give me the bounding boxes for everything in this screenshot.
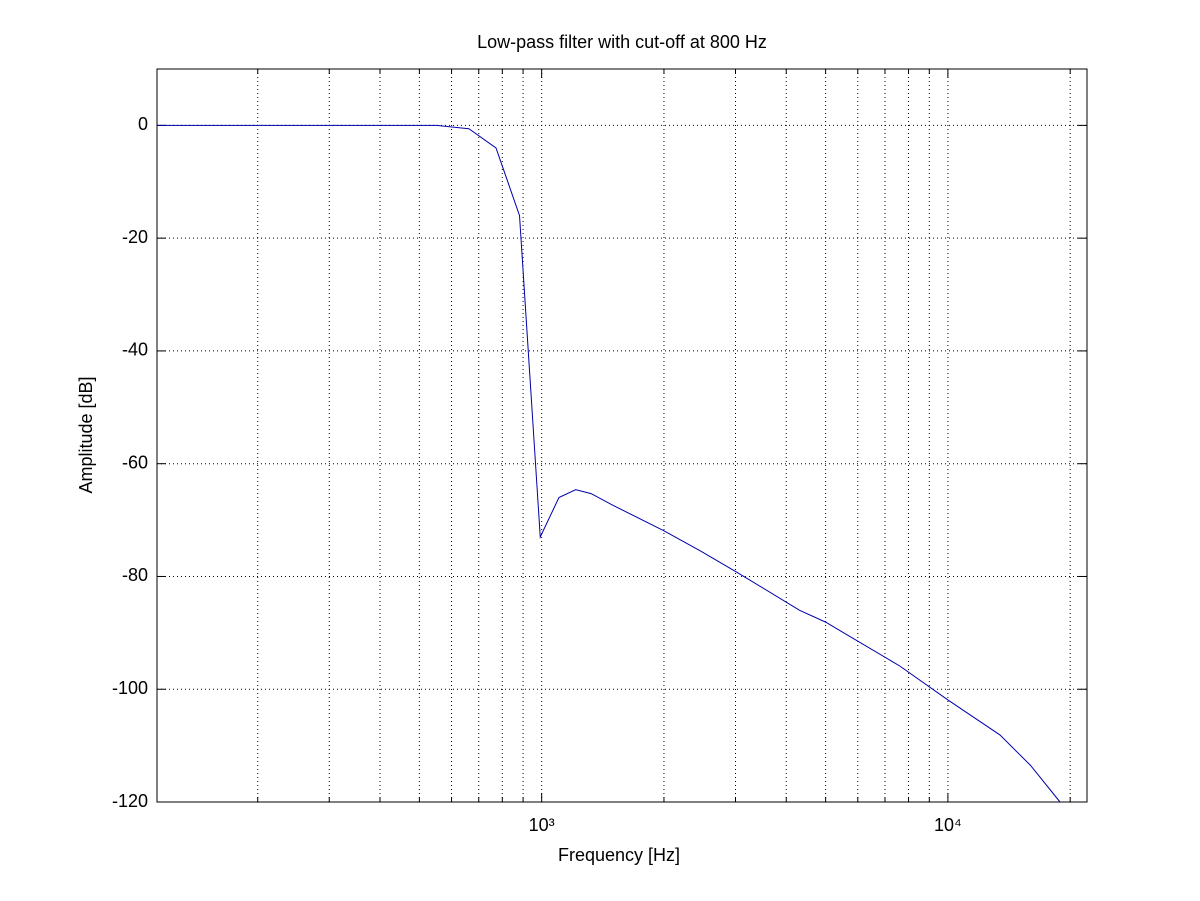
y-tick-label: -80 (122, 565, 148, 585)
x-tick-label: 10³ (529, 815, 555, 835)
y-tick-label: -120 (112, 791, 148, 811)
x-tick-label: 10⁴ (934, 815, 962, 835)
plot-frame (156, 68, 1088, 803)
data-line (157, 124, 1061, 803)
y-tick-label: -100 (112, 678, 148, 698)
y-tick-label: -40 (122, 340, 148, 360)
y-axis-label: Amplitude [dB] (76, 376, 96, 493)
y-tick-label: -20 (122, 227, 148, 247)
chart-title: Low-pass filter with cut-off at 800 Hz (477, 32, 767, 52)
x-axis-label: Frequency [Hz] (558, 845, 680, 865)
y-tick-label: -60 (122, 452, 148, 472)
y-tick-label: 0 (138, 114, 148, 134)
